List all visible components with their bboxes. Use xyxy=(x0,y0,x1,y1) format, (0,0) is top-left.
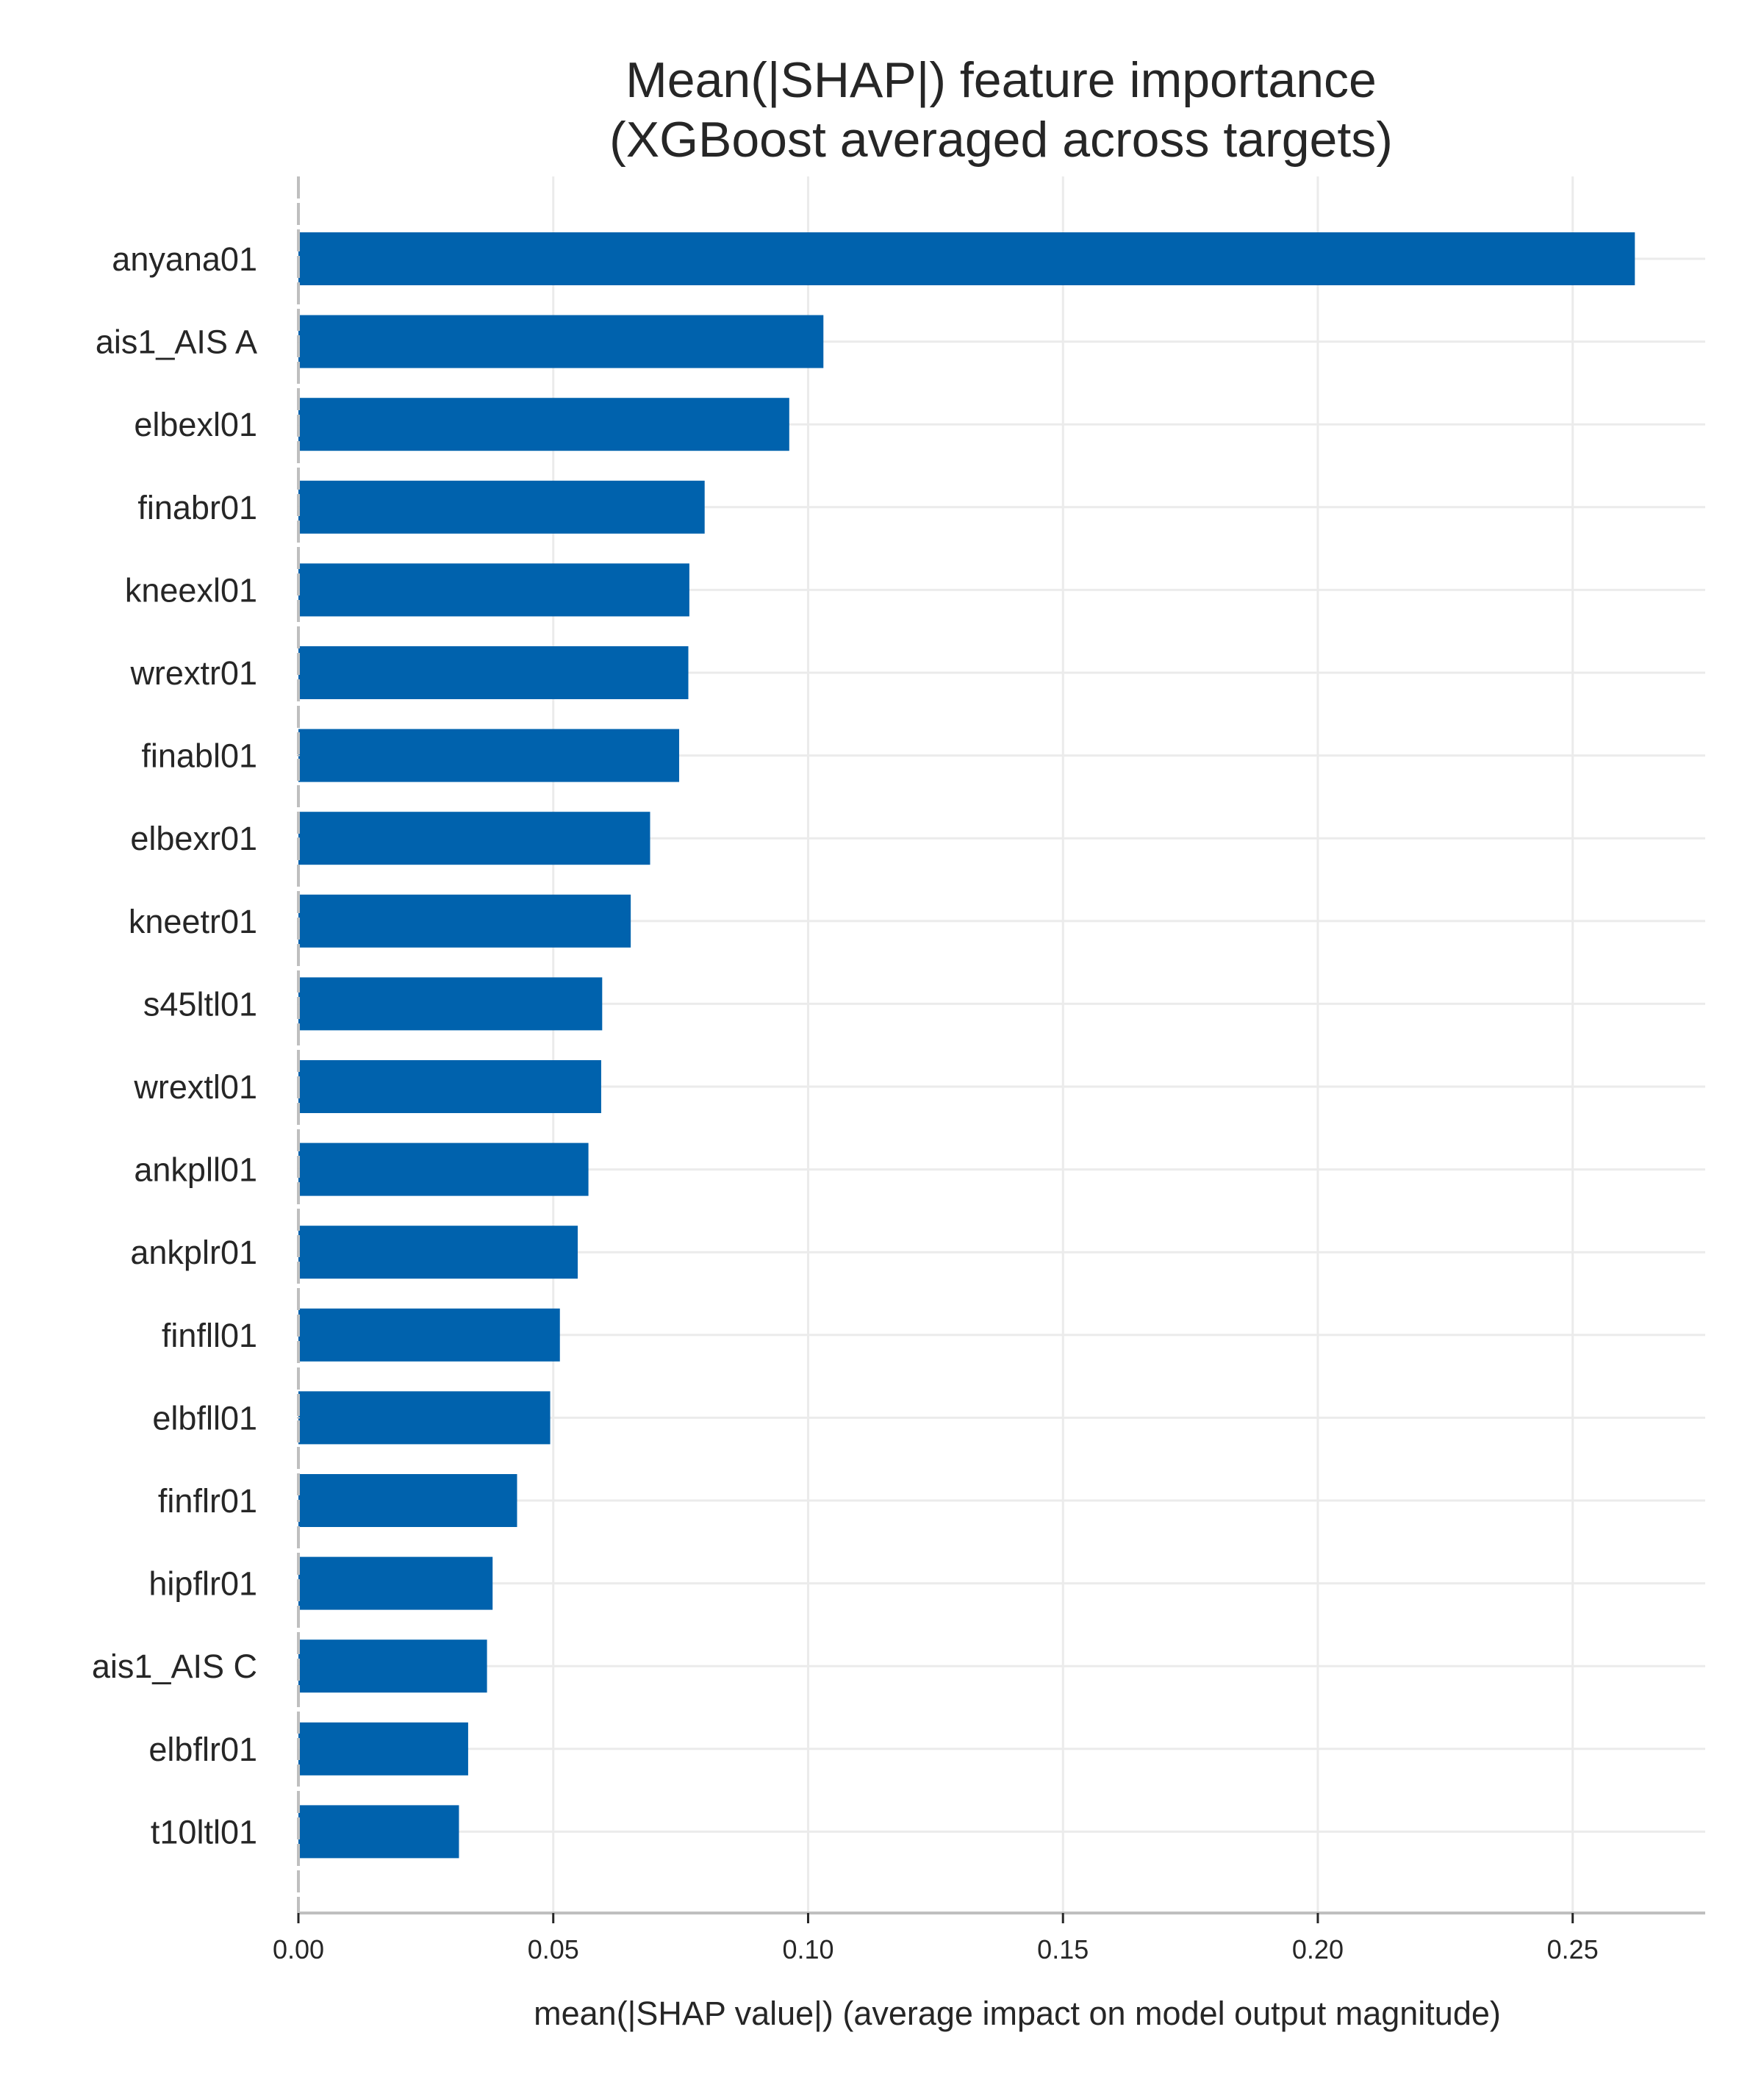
bars xyxy=(298,232,1635,1859)
y-tick-label: elbexr01 xyxy=(130,820,257,857)
y-tick-label: elbflr01 xyxy=(148,1731,257,1768)
bar-hipflr01 xyxy=(298,1556,493,1610)
bar-t10ltl01 xyxy=(298,1805,459,1859)
bar-kneexl01 xyxy=(298,563,689,617)
y-tick-label: ankplr01 xyxy=(130,1234,257,1271)
bar-ankplr01 xyxy=(298,1226,578,1279)
x-tick-label: 0.15 xyxy=(1037,1934,1089,1964)
bar-elbfll01 xyxy=(298,1391,551,1445)
chart-title-line-2: (XGBoost averaged across targets) xyxy=(609,112,1393,168)
y-tick-label: wrextr01 xyxy=(129,654,257,692)
y-tick-label: t10ltl01 xyxy=(151,1813,257,1851)
bar-wrextl01 xyxy=(298,1060,601,1113)
bar-anyana01 xyxy=(298,232,1635,285)
bar-elbflr01 xyxy=(298,1722,468,1776)
y-tick-label: kneexl01 xyxy=(125,571,257,609)
y-tick-label: finabr01 xyxy=(137,489,257,526)
bar-finabr01 xyxy=(298,480,705,534)
bar-ais1-ais-a xyxy=(298,315,824,368)
y-tick-label: elbfll01 xyxy=(152,1399,257,1437)
chart-title: Mean(|SHAP|) feature importance (XGBoost… xyxy=(609,52,1393,168)
bar-s45ltl01 xyxy=(298,977,603,1031)
bar-ankpll01 xyxy=(298,1143,589,1196)
y-tick-label: hipflr01 xyxy=(148,1565,257,1603)
y-tick-label: ais1_AIS A xyxy=(96,323,257,361)
bar-ais1-ais-c xyxy=(298,1639,487,1693)
x-tick-label: 0.00 xyxy=(273,1934,324,1964)
x-tick-label: 0.10 xyxy=(782,1934,833,1964)
y-tick-label: finflr01 xyxy=(158,1482,257,1520)
bar-kneetr01 xyxy=(298,894,631,948)
bar-finfll01 xyxy=(298,1308,560,1362)
y-tick-label: finabl01 xyxy=(141,737,257,775)
y-tick-label: wrextl01 xyxy=(133,1068,257,1106)
x-tick-label: 0.25 xyxy=(1547,1934,1599,1964)
y-tick-label: s45ltl01 xyxy=(143,985,257,1023)
axes xyxy=(297,176,1705,1914)
x-tick-label: 0.05 xyxy=(528,1934,579,1964)
y-tick-label: elbexl01 xyxy=(134,406,257,443)
y-tick-label: ais1_AIS C xyxy=(92,1648,257,1685)
chart-title-line-1: Mean(|SHAP|) feature importance xyxy=(625,52,1377,108)
bar-elbexl01 xyxy=(298,398,789,451)
x-tick-labels: 0.00 0.05 0.10 0.15 0.20 0.25 xyxy=(273,1913,1599,1964)
y-tick-label: kneetr01 xyxy=(129,903,257,940)
bar-elbexr01 xyxy=(298,812,650,865)
y-tick-labels: anyana01 ais1_AIS A elbexl01 finabr01 kneexl… xyxy=(92,240,300,1851)
y-tick-label: finfll01 xyxy=(162,1317,257,1354)
bar-wrextr01 xyxy=(298,646,689,699)
x-tick-label: 0.20 xyxy=(1292,1934,1344,1964)
bar-finabl01 xyxy=(298,729,680,782)
x-axis-label: mean(|SHAP value|) (average impact on mo… xyxy=(534,1995,1501,2032)
y-tick-label: anyana01 xyxy=(112,240,257,278)
y-tick-label: ankpll01 xyxy=(134,1151,257,1189)
bar-finflr01 xyxy=(298,1474,517,1527)
